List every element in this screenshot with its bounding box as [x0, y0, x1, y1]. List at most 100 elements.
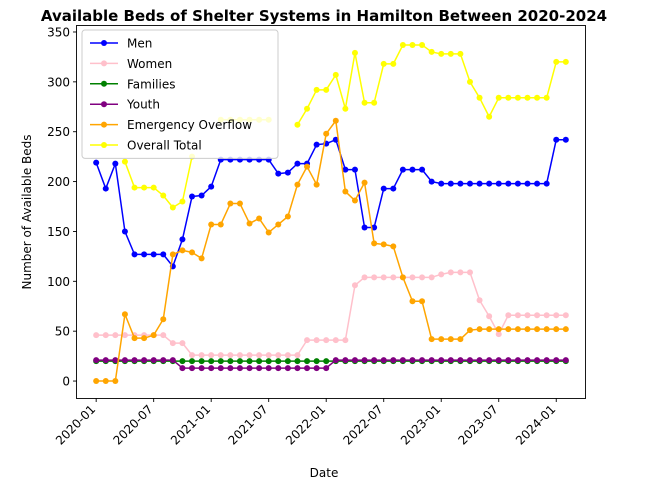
- data-point: [543, 326, 550, 333]
- data-point: [428, 336, 435, 343]
- data-point: [562, 58, 569, 65]
- data-point: [505, 312, 512, 319]
- x-tick-label: 2021-01: [168, 402, 213, 447]
- data-point: [323, 130, 330, 137]
- data-point: [371, 240, 378, 247]
- data-point: [141, 184, 148, 191]
- data-point: [160, 251, 167, 258]
- data-point: [275, 365, 282, 372]
- y-tick-label: 250: [47, 125, 70, 139]
- data-point: [284, 365, 291, 372]
- data-point: [466, 180, 473, 187]
- data-point: [332, 337, 339, 344]
- data-point: [553, 357, 560, 364]
- data-point: [390, 357, 397, 364]
- data-point: [351, 357, 358, 364]
- data-point: [150, 251, 157, 258]
- data-point: [275, 170, 282, 177]
- data-point: [217, 221, 224, 228]
- data-point: [189, 365, 196, 372]
- legend-label: Overall Total: [127, 139, 202, 153]
- legend-label: Families: [127, 77, 175, 91]
- data-point: [332, 136, 339, 143]
- y-tick-label: 50: [55, 325, 70, 339]
- data-point: [534, 180, 541, 187]
- data-point: [131, 357, 138, 364]
- data-point: [419, 41, 426, 48]
- legend-marker: [101, 121, 107, 128]
- data-point: [313, 365, 320, 372]
- data-point: [323, 337, 330, 344]
- x-tick-label: 2022-07: [340, 402, 385, 447]
- data-point: [524, 357, 531, 364]
- data-point: [419, 357, 426, 364]
- data-point: [93, 357, 100, 364]
- x-tick-label: 2023-01: [398, 402, 443, 447]
- data-point: [543, 312, 550, 319]
- data-point: [409, 274, 416, 281]
- data-point: [294, 358, 301, 365]
- data-point: [514, 312, 521, 319]
- data-point: [543, 94, 550, 101]
- data-point: [256, 352, 263, 359]
- data-point: [208, 358, 215, 365]
- data-point: [93, 378, 100, 385]
- data-point: [284, 213, 291, 220]
- y-tick-label: 150: [47, 225, 70, 239]
- legend-label: Youth: [126, 98, 160, 112]
- data-point: [447, 180, 454, 187]
- data-point: [399, 41, 406, 48]
- data-point: [112, 332, 119, 339]
- data-point: [313, 181, 320, 188]
- x-tick-label: 2023-07: [456, 402, 501, 447]
- data-point: [179, 236, 186, 243]
- plot-area: [93, 41, 569, 385]
- x-tick-label: 2024-01: [513, 402, 558, 447]
- data-point: [179, 358, 186, 365]
- data-point: [227, 352, 234, 359]
- data-point: [275, 358, 282, 365]
- data-point: [380, 241, 387, 248]
- data-point: [466, 327, 473, 334]
- legend-marker: [101, 40, 107, 46]
- data-point: [102, 185, 109, 192]
- data-point: [409, 166, 416, 173]
- data-point: [553, 136, 560, 143]
- data-point: [476, 326, 483, 333]
- data-point: [160, 316, 167, 323]
- data-point: [438, 336, 445, 343]
- data-point: [390, 243, 397, 250]
- data-point: [342, 337, 349, 344]
- data-point: [121, 228, 128, 235]
- data-point: [438, 271, 445, 278]
- data-point: [246, 358, 253, 365]
- data-point: [198, 365, 205, 372]
- data-point: [419, 274, 426, 281]
- data-point: [457, 336, 464, 343]
- data-point: [543, 357, 550, 364]
- data-point: [246, 220, 253, 227]
- x-axis-label: Date: [310, 466, 339, 480]
- data-point: [399, 166, 406, 173]
- data-point: [150, 184, 157, 191]
- data-point: [562, 326, 569, 333]
- data-point: [409, 357, 416, 364]
- data-point: [256, 215, 263, 222]
- y-tick-label: 200: [47, 175, 70, 189]
- data-point: [514, 180, 521, 187]
- data-point: [102, 378, 109, 385]
- data-point: [466, 78, 473, 85]
- data-point: [332, 71, 339, 78]
- data-point: [399, 357, 406, 364]
- data-point: [236, 352, 243, 359]
- data-point: [160, 332, 167, 339]
- data-point: [534, 357, 541, 364]
- data-point: [294, 121, 301, 128]
- legend: Men Women Families Youth Emergency Overflow O…: [81, 29, 279, 159]
- data-point: [361, 99, 368, 106]
- data-point: [208, 365, 215, 372]
- data-point: [227, 365, 234, 372]
- data-point: [351, 282, 358, 289]
- data-point: [93, 159, 100, 166]
